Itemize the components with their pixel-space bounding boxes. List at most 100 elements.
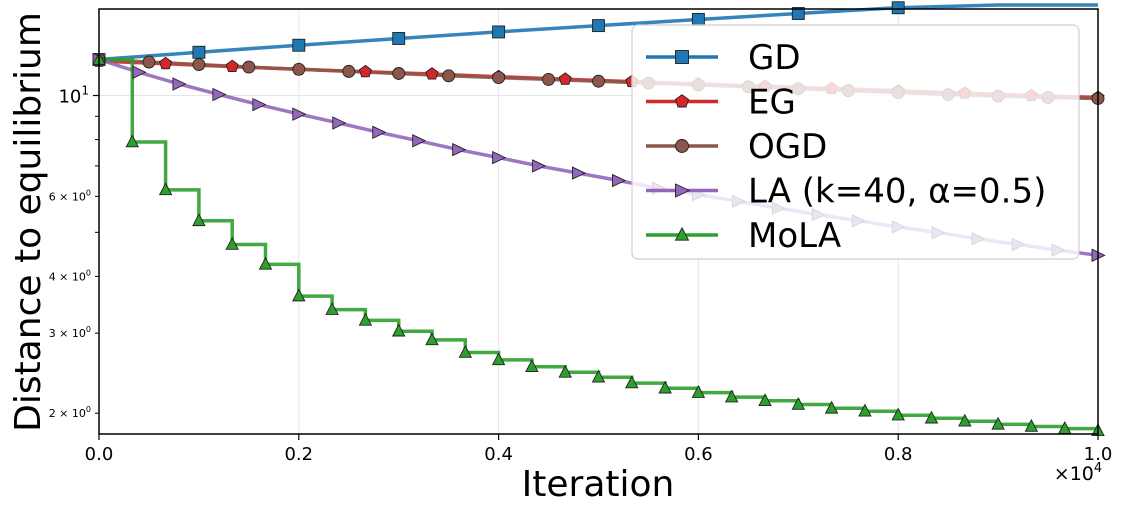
data-point xyxy=(158,182,173,196)
data-point xyxy=(958,413,972,427)
legend-marker xyxy=(675,50,689,64)
data-point xyxy=(458,344,473,358)
data-point xyxy=(724,389,739,403)
data-point xyxy=(824,400,839,414)
data-point xyxy=(132,65,147,79)
data-point xyxy=(225,236,239,250)
y-minor-tick-label: 2 × 100 xyxy=(49,405,91,420)
data-point xyxy=(192,45,206,59)
data-point xyxy=(492,25,506,39)
series-markers-mola xyxy=(92,51,1105,436)
legend-label: LA (k=40, α=0.5) xyxy=(748,172,1046,212)
data-point xyxy=(425,332,439,346)
legend-marker xyxy=(675,183,691,198)
data-point xyxy=(525,359,539,373)
legend-box xyxy=(631,24,1080,260)
y-axis-label: Distance to equilibrium xyxy=(8,12,49,432)
data-point xyxy=(292,107,307,121)
legend-entry-mola: MoLA xyxy=(646,216,841,256)
data-point xyxy=(625,375,639,389)
data-point xyxy=(358,64,372,78)
data-point xyxy=(858,403,872,417)
x-tick-label: 1.0 xyxy=(1084,444,1113,465)
data-point xyxy=(425,67,439,80)
data-point xyxy=(142,55,156,69)
data-point xyxy=(492,71,506,85)
legend-label: GD xyxy=(748,38,801,78)
y-axis-ticks: 101 2 × 100 3 × 100 4 × 100 6 × 100 xyxy=(49,84,99,420)
data-point xyxy=(592,19,605,33)
data-point xyxy=(412,134,427,148)
data-point xyxy=(612,173,627,188)
x-tick-label: 0.0 xyxy=(85,444,114,465)
data-point xyxy=(159,56,173,70)
data-point xyxy=(192,213,206,227)
data-point xyxy=(391,323,406,337)
y-minor-tick-label: 3 × 100 xyxy=(49,325,91,340)
y-tick-label: 101 xyxy=(58,84,89,108)
data-point xyxy=(991,416,1005,430)
data-point xyxy=(572,166,587,180)
data-point xyxy=(192,58,206,71)
data-point xyxy=(592,74,605,88)
data-point xyxy=(691,385,706,398)
data-point xyxy=(791,396,806,410)
x-axis-ticks: 0.0 0.2 0.4 0.6 0.8 1.0 xyxy=(85,434,1113,465)
data-point xyxy=(558,72,572,85)
legend-label: EG xyxy=(748,83,796,123)
data-point xyxy=(392,67,406,80)
legend-label: OGD xyxy=(748,127,827,167)
data-point xyxy=(172,77,187,91)
data-point xyxy=(212,87,227,102)
data-point xyxy=(225,59,239,73)
data-point xyxy=(532,159,547,173)
data-point xyxy=(452,142,467,157)
data-point xyxy=(292,62,306,76)
data-point xyxy=(332,116,347,130)
data-point xyxy=(125,134,140,148)
data-point xyxy=(392,32,406,45)
legend-entry-la-k-40-0-5: LA (k=40, α=0.5) xyxy=(646,172,1046,212)
y-minor-tick-label: 6 × 100 xyxy=(49,188,91,203)
data-point xyxy=(591,369,606,383)
legend-entry-gd: GD xyxy=(646,38,801,78)
data-point xyxy=(542,72,555,86)
legend-entry-eg: EG xyxy=(646,83,796,123)
data-point xyxy=(691,13,705,26)
data-point xyxy=(924,410,939,424)
data-point xyxy=(658,380,672,394)
legend-marker xyxy=(674,226,690,241)
axes-frame xyxy=(98,8,1099,435)
data-point xyxy=(791,7,805,20)
x-axis-label: Iteration xyxy=(522,464,675,505)
data-point xyxy=(491,352,506,366)
data-point xyxy=(891,1,905,15)
x-tick-label: 0.8 xyxy=(884,444,913,465)
data-point xyxy=(342,64,356,78)
legend-marker xyxy=(675,139,689,153)
data-point xyxy=(372,125,387,140)
data-point xyxy=(442,69,456,83)
data-point xyxy=(292,38,306,52)
data-point xyxy=(891,407,905,421)
y-minor-tick-label: 4 × 100 xyxy=(49,268,91,283)
data-point xyxy=(325,302,339,315)
data-point xyxy=(252,97,267,112)
data-point xyxy=(358,312,373,326)
data-point xyxy=(492,150,507,165)
legend-marker xyxy=(674,94,690,108)
x-tick-label: 0.2 xyxy=(284,444,313,465)
data-point xyxy=(292,288,306,302)
data-point xyxy=(258,256,273,270)
x-tick-label: 0.4 xyxy=(484,444,513,465)
legend-label: MoLA xyxy=(748,216,841,256)
x-tick-label: 0.6 xyxy=(684,444,713,465)
legend-entry-ogd: OGD xyxy=(646,127,827,167)
data-point xyxy=(558,364,572,378)
data-point xyxy=(1024,418,1039,432)
data-point xyxy=(242,60,256,74)
data-point xyxy=(758,393,772,407)
x-multiplier: ×104 xyxy=(1054,461,1102,485)
